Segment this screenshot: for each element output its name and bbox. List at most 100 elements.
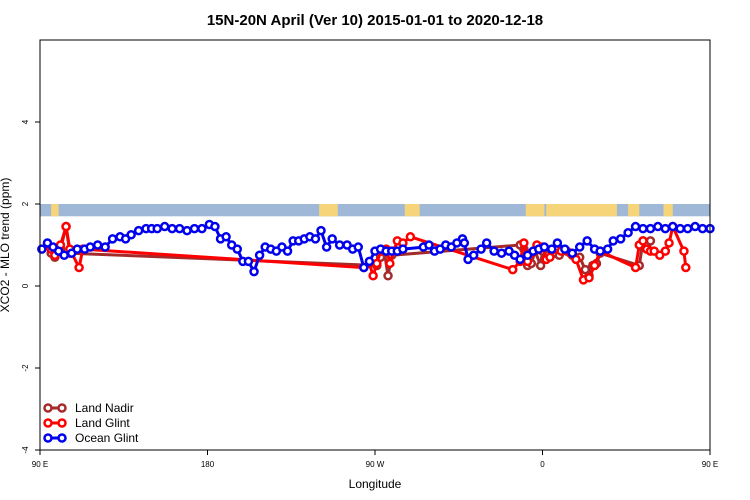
y-tick-label: -2 (21, 364, 30, 372)
data-point-land-glint (630, 262, 641, 273)
series-layer (37, 219, 715, 285)
data-point-ocean-glint (547, 244, 557, 254)
data-point-ocean-glint (282, 246, 293, 256)
y-tick-label: -4 (21, 446, 30, 454)
data-point-ocean-glint (468, 250, 479, 260)
data-point-land-glint (405, 232, 416, 242)
data-point-ocean-glint (398, 244, 408, 254)
x-tick-label: 90 E (32, 460, 48, 469)
x-tick-label: 0 (540, 460, 545, 469)
land-segment (319, 204, 338, 217)
data-point-land-glint (589, 260, 600, 271)
land-segment (51, 204, 59, 217)
land-segment (628, 204, 640, 217)
data-point-land-glint (679, 246, 689, 256)
data-point-ocean-glint (567, 248, 578, 258)
legend-item-ocean-glint: Ocean Glint (43, 431, 139, 445)
legend-label: Land Glint (75, 416, 130, 430)
data-point-land-glint (664, 238, 674, 248)
data-point-ocean-glint (100, 242, 110, 252)
data-point-ocean-glint (126, 230, 136, 240)
y-tick-label: 4 (21, 119, 30, 124)
data-point-ocean-glint (334, 240, 345, 250)
data-point-ocean-glint (595, 246, 605, 256)
data-point-ocean-glint (615, 234, 626, 244)
data-point-ocean-glint (476, 244, 486, 254)
data-point-ocean-glint (574, 242, 585, 252)
legend-swatch-marker (43, 403, 53, 413)
data-point-land-glint (507, 264, 518, 275)
data-point-land-glint (681, 262, 691, 273)
data-point-ocean-glint (660, 223, 671, 234)
data-point-ocean-glint (481, 238, 492, 248)
data-point-ocean-glint (539, 242, 550, 252)
data-point-ocean-glint (668, 221, 678, 232)
data-point-ocean-glint (85, 242, 95, 252)
legend-swatch-marker (57, 403, 67, 413)
legend-label: Ocean Glint (75, 431, 139, 445)
data-point-ocean-glint (243, 256, 254, 267)
data-point-land-nadir (383, 271, 393, 281)
data-point-ocean-glint (552, 238, 563, 248)
x-axis-label: Longitude (349, 477, 402, 491)
data-point-land-glint (372, 258, 382, 269)
data-point-ocean-glint (189, 223, 200, 234)
data-point-land-glint (385, 258, 395, 269)
series-line-land-glint (49, 225, 688, 282)
legend-item-land-glint: Land Glint (43, 416, 130, 430)
data-point-land-glint (61, 221, 71, 232)
land-segment (546, 204, 617, 217)
data-point-ocean-glint (59, 250, 69, 260)
data-point-ocean-glint (560, 244, 570, 254)
data-point-ocean-glint (159, 221, 170, 232)
data-point-ocean-glint (424, 240, 434, 250)
data-point-ocean-glint (353, 242, 363, 252)
data-point-land-glint (638, 236, 648, 246)
data-point-ocean-glint (608, 236, 618, 246)
data-point-ocean-glint (254, 250, 265, 260)
legend-swatch-marker (57, 433, 67, 443)
legend-item-land-nadir: Land Nadir (43, 401, 134, 415)
land-ocean-band (40, 204, 710, 217)
data-point-ocean-glint (133, 225, 144, 236)
data-point-ocean-glint (623, 227, 633, 238)
data-point-ocean-glint (697, 223, 708, 234)
data-point-land-glint (368, 271, 378, 281)
legend-swatch-marker (43, 418, 53, 428)
data-point-land-glint (519, 238, 529, 248)
data-point-ocean-glint (359, 262, 369, 273)
data-point-land-glint (74, 262, 84, 273)
data-point-ocean-glint (653, 221, 663, 232)
data-point-land-glint (660, 246, 671, 256)
data-point-ocean-glint (364, 256, 375, 267)
data-point-land-glint (545, 252, 555, 263)
data-point-land-nadir (535, 260, 546, 271)
data-point-ocean-glint (310, 234, 321, 244)
legend-label: Land Nadir (75, 401, 134, 415)
data-point-ocean-glint (107, 234, 118, 244)
land-segment (663, 204, 673, 217)
x-tick-label: 90 W (366, 460, 385, 469)
x-tick-label: 90 E (702, 460, 718, 469)
data-point-ocean-glint (37, 244, 47, 254)
data-point-ocean-glint (72, 244, 82, 254)
plot-area (37, 39, 715, 451)
data-point-ocean-glint (690, 221, 700, 232)
x-tick-label: 180 (201, 460, 215, 469)
y-tick-label: 0 (21, 283, 30, 288)
legend-swatch-marker (57, 418, 67, 428)
data-point-ocean-glint (221, 232, 231, 242)
data-point-ocean-glint (152, 223, 162, 234)
data-point-ocean-glint (630, 221, 641, 232)
data-point-land-nadir (645, 236, 656, 246)
data-point-ocean-glint (496, 248, 507, 258)
data-point-ocean-glint (459, 238, 470, 248)
data-point-ocean-glint (638, 223, 648, 234)
data-point-ocean-glint (182, 225, 192, 236)
data-point-ocean-glint (167, 223, 177, 234)
data-point-ocean-glint (316, 225, 326, 236)
land-segment (404, 204, 420, 217)
data-point-land-glint (584, 273, 594, 283)
x-axis: 90 E 180 90 W 0 90 E (32, 450, 718, 469)
